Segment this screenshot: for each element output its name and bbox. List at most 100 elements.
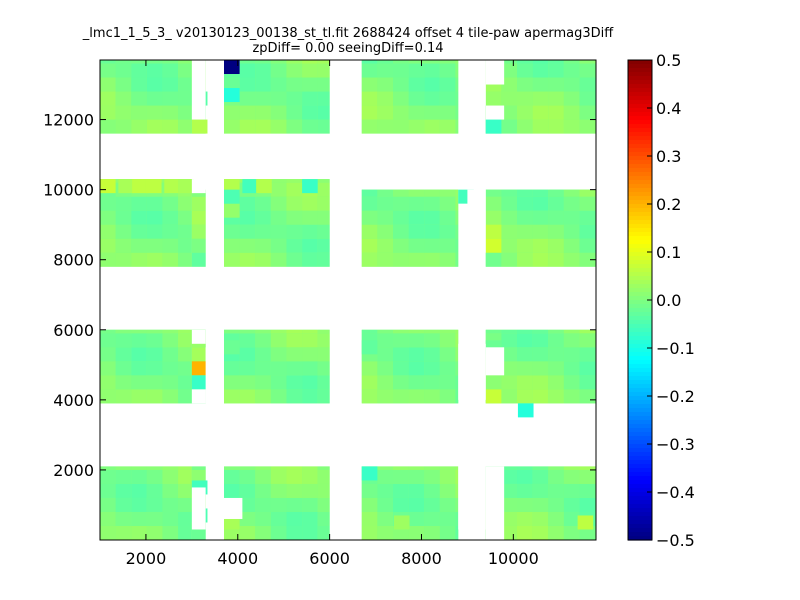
- heatmap-cell: [191, 224, 206, 239]
- heatmap-cell: [302, 497, 318, 512]
- heatmap-cell: [408, 511, 425, 526]
- heatmap-cell: [100, 347, 116, 362]
- heatmap-cell: [563, 497, 580, 512]
- colorbar-segment: [628, 140, 652, 145]
- heatmap-cell: [439, 91, 456, 106]
- heatmap-cell: [162, 469, 179, 484]
- heatmap-cell: [408, 252, 425, 267]
- heatmap-cell: [302, 252, 318, 267]
- heatmap-cell: [408, 224, 425, 239]
- no-data-region: [467, 60, 486, 106]
- colorbar-segment: [628, 124, 652, 129]
- heatmap-cell: [393, 63, 409, 78]
- heatmap-cell-highlight: [485, 119, 502, 134]
- heatmap-cell: [408, 60, 425, 64]
- colorbar-segment: [628, 528, 652, 533]
- heatmap-cell: [224, 469, 240, 484]
- heatmap-cell: [146, 511, 163, 526]
- colorbar-segment: [628, 444, 652, 449]
- heatmap-cell: [115, 347, 132, 362]
- no-data-region: [191, 389, 206, 404]
- heatmap-cell: [317, 525, 330, 540]
- heatmap-cell: [501, 511, 518, 526]
- heatmap-cell: [131, 511, 147, 526]
- heatmap-cell: [393, 189, 409, 197]
- heatmap-cell: [563, 105, 580, 120]
- heatmap-cell: [532, 333, 549, 348]
- heatmap-cell: [239, 196, 256, 211]
- colorbar-segment: [628, 304, 652, 309]
- heatmap-cell: [424, 91, 440, 106]
- heatmap-cell: [361, 196, 378, 211]
- heatmap-cell: [131, 238, 147, 253]
- heatmap-cell-highlight: [224, 203, 240, 218]
- heatmap-cell: [517, 224, 533, 239]
- heatmap-cell: [532, 469, 549, 484]
- heatmap-cell: [424, 347, 440, 362]
- colorbar-segment: [628, 280, 652, 285]
- heatmap-cell: [286, 483, 303, 498]
- heatmap-cell: [255, 389, 271, 404]
- heatmap-cell: [563, 525, 580, 540]
- heatmap-cell: [255, 347, 271, 362]
- heatmap-cell: [439, 63, 456, 78]
- heatmap-cell: [131, 224, 147, 239]
- heatmap-cell: [191, 196, 206, 211]
- heatmap-cell-highlight: [191, 361, 208, 376]
- heatmap-cell: [286, 77, 303, 92]
- heatmap-cell: [146, 329, 163, 334]
- heatmap-cell: [270, 375, 287, 390]
- colorbar-segment: [628, 408, 652, 413]
- heatmap-cell: [162, 466, 179, 470]
- heatmap-cell: [579, 389, 596, 404]
- heatmap-cell: [178, 105, 192, 120]
- heatmap-cell: [408, 210, 425, 225]
- heatmap-cell: [162, 329, 179, 334]
- heatmap-cell: [579, 63, 596, 78]
- heatmap-cell: [270, 119, 287, 134]
- heatmap-cell: [455, 210, 459, 225]
- heatmap-cell: [286, 329, 303, 334]
- heatmap-cell: [532, 375, 549, 390]
- colorbar-segment: [628, 488, 652, 493]
- heatmap-cell-highlight: [224, 340, 240, 355]
- heatmap-cell: [286, 196, 303, 211]
- heatmap-cell: [563, 469, 580, 484]
- heatmap-cell: [455, 196, 459, 211]
- colorbar-segment: [628, 496, 652, 501]
- heatmap-cell: [286, 179, 303, 183]
- no-data-region: [458, 343, 486, 400]
- heatmap-cell: [377, 210, 394, 225]
- heatmap-cell: [178, 466, 192, 470]
- heatmap-cell: [548, 483, 564, 498]
- heatmap-cell: [239, 210, 256, 225]
- heatmap-cell: [191, 238, 206, 253]
- heatmap-cell: [377, 389, 394, 404]
- heatmap-cell: [361, 119, 378, 134]
- heatmap-cell: [302, 525, 318, 540]
- heatmap-cell: [270, 329, 287, 334]
- heatmap-cell: [302, 238, 318, 253]
- heatmap-cell: [393, 210, 409, 225]
- heatmap-cell: [424, 466, 440, 470]
- heatmap-cell: [270, 91, 287, 106]
- no-data-region: [485, 105, 505, 120]
- heatmap-cell: [501, 333, 518, 348]
- heatmap-cell: [131, 347, 147, 362]
- heatmap-cell: [439, 238, 456, 253]
- colorbar-segment: [628, 264, 652, 269]
- colorbar-segment: [628, 524, 652, 529]
- heatmap-cell: [146, 252, 163, 267]
- heatmap-cell: [115, 497, 132, 512]
- heatmap-cell: [563, 361, 580, 376]
- heatmap-cell: [224, 389, 240, 404]
- colorbar-segment: [628, 512, 652, 517]
- heatmap-cell: [393, 196, 409, 211]
- heatmap-cell: [317, 483, 330, 498]
- colorbar: 0.5 0.4 0.3 0.2 0.1 0.0 −0.1 −0.2 −0.3 −0.4 −0.5: [627, 51, 695, 550]
- heatmap-cell: [302, 329, 318, 334]
- heatmap-cell: [162, 483, 179, 498]
- heatmap-cell: [548, 333, 564, 348]
- no-data-region: [205, 347, 224, 404]
- heatmap-cell: [146, 77, 163, 92]
